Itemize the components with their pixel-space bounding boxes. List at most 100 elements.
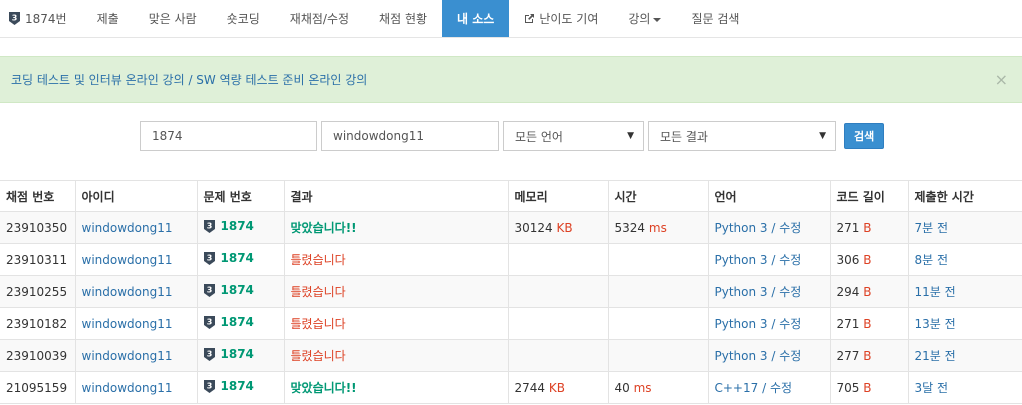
- problem-cell: 3 1874: [197, 211, 285, 244]
- user-link[interactable]: windowdong11: [81, 220, 173, 235]
- table-header-row: 채점 번호 아이디 문제 번호 결과 메모리 시간 언어 코드 길이 제출한 시간: [0, 180, 1022, 212]
- result-text: 맞았습니다!!: [290, 221, 357, 235]
- language-cell: Python 3 / 수정: [708, 211, 831, 244]
- close-icon[interactable]: ×: [994, 70, 1008, 89]
- language-link[interactable]: C++17: [714, 381, 759, 395]
- language-cell: Python 3 / 수정: [708, 307, 831, 340]
- edit-link[interactable]: 수정: [779, 317, 802, 331]
- edit-link[interactable]: 수정: [769, 381, 793, 395]
- memory-value: 30124: [514, 220, 553, 235]
- column-header: 제출한 시간: [908, 180, 1022, 212]
- user-link[interactable]: windowdong11: [81, 284, 173, 299]
- language-link[interactable]: Python 3: [714, 317, 768, 331]
- submitted-time-link[interactable]: 3달 전: [914, 381, 949, 395]
- language-cell: C++17 / 수정: [708, 371, 831, 404]
- submission-id: 21095159: [0, 371, 76, 404]
- problem-link[interactable]: 3 1874: [203, 379, 254, 394]
- nav-item-status[interactable]: 채점 현황: [364, 0, 442, 37]
- column-header: 메모리: [508, 180, 609, 212]
- svg-text:3: 3: [12, 14, 18, 23]
- problem-number: 1874: [220, 219, 254, 234]
- problem-cell: 3 1874: [197, 371, 285, 404]
- code-length-cell: 277 B: [830, 339, 909, 372]
- result-cell: 틀렸습니다: [284, 339, 509, 372]
- column-header: 시간: [608, 180, 709, 212]
- problem-link[interactable]: 3 1874: [203, 315, 254, 330]
- nav-item-short-coding[interactable]: 숏코딩: [212, 0, 275, 37]
- nav-item-label: 1874번: [25, 12, 67, 26]
- problem-link[interactable]: 3 1874: [203, 283, 254, 297]
- code-length-value: 306: [836, 252, 860, 267]
- problem-link[interactable]: 3 1874: [203, 347, 254, 361]
- memory-cell: [508, 243, 609, 276]
- column-header: 코드 길이: [830, 180, 909, 212]
- memory-cell: [508, 339, 609, 372]
- separator: /: [767, 221, 780, 235]
- edit-link[interactable]: 수정: [779, 285, 802, 299]
- result-cell: 맞았습니다!!: [284, 371, 509, 404]
- problem-id-input[interactable]: [140, 121, 317, 151]
- nav-item-difficulty[interactable]: 난이도 기여: [509, 0, 613, 37]
- language-link[interactable]: Python 3: [714, 253, 768, 267]
- nav-item-rejudge[interactable]: 재채점/수정: [275, 0, 364, 37]
- chevron-down-icon: ▼: [819, 131, 826, 141]
- nav-item-label: 채점 현황: [379, 12, 428, 26]
- result-cell: 맞았습니다!!: [284, 211, 509, 244]
- separator: /: [767, 349, 780, 363]
- lecture-alert-link[interactable]: 코딩 테스트 및 인터뷰 온라인 강의 / SW 역량 테스트 준비 온라인 강…: [11, 73, 368, 87]
- problem-nav: 3 1874번 제출 맞은 사람 숏코딩 재채점/수정 채점 현황 내 소스 난…: [0, 0, 1022, 38]
- submitted-time-link[interactable]: 11분 전: [914, 285, 956, 299]
- nav-item-label: 제출: [96, 12, 119, 26]
- nav-item-label: 질문 검색: [691, 12, 740, 26]
- nav-item-lectures[interactable]: 강의: [613, 0, 676, 37]
- code-length-cell: 306 B: [830, 243, 909, 276]
- search-button[interactable]: 검색: [844, 123, 885, 149]
- result-text: 틀렸습니다: [290, 253, 346, 267]
- user-cell: windowdong11: [75, 339, 198, 372]
- code-length-cell: 271 B: [830, 307, 909, 340]
- user-link[interactable]: windowdong11: [81, 348, 173, 363]
- table-row: 21095159 windowdong11 3 1874 맞았습니다!! 2744 KB 4…: [0, 371, 1022, 404]
- user-link[interactable]: windowdong11: [81, 252, 173, 267]
- memory-value: 2744: [514, 380, 546, 395]
- submitted-time-link[interactable]: 8분 전: [914, 253, 949, 267]
- nav-item-label: 난이도 기여: [539, 12, 599, 26]
- edit-link[interactable]: 수정: [779, 349, 802, 363]
- problem-link[interactable]: 3 1874: [203, 251, 254, 265]
- edit-link[interactable]: 수정: [779, 253, 802, 267]
- user-cell: windowdong11: [75, 371, 198, 404]
- caret-down-icon: [653, 17, 662, 22]
- tier-badge-icon: 3: [203, 219, 215, 233]
- problem-link[interactable]: 3 1874: [203, 219, 254, 234]
- language-link[interactable]: Python 3: [714, 349, 768, 363]
- user-link[interactable]: windowdong11: [81, 316, 173, 331]
- problem-number: 1874: [220, 315, 254, 330]
- submitted-time-cell: 3달 전: [908, 371, 1022, 404]
- submitted-time-link[interactable]: 13분 전: [914, 317, 956, 331]
- nav-item-solved-users[interactable]: 맞은 사람: [134, 0, 212, 37]
- table-row: 23910255 windowdong11 3 1874 틀렸습니다 Python 3 …: [0, 275, 1022, 308]
- submission-id: 23910311: [0, 243, 76, 276]
- language-link[interactable]: Python 3: [714, 285, 768, 299]
- language-cell: Python 3 / 수정: [708, 339, 831, 372]
- language-select[interactable]: 모든 언어 ▼: [503, 121, 644, 151]
- language-link[interactable]: Python 3: [714, 221, 768, 235]
- column-header: 결과: [284, 180, 509, 212]
- result-cell: 틀렸습니다: [284, 275, 509, 308]
- user-link[interactable]: windowdong11: [81, 380, 173, 395]
- nav-item-submit[interactable]: 제출: [82, 0, 134, 37]
- problem-cell: 3 1874: [197, 307, 285, 340]
- submitted-time-link[interactable]: 7분 전: [914, 221, 949, 235]
- problem-number: 1874: [220, 379, 254, 394]
- nav-item-problem[interactable]: 3 1874번: [0, 0, 82, 37]
- submission-id: 23910350: [0, 211, 76, 244]
- memory-unit: KB: [548, 380, 565, 395]
- submitted-time-link[interactable]: 21분 전: [914, 349, 956, 363]
- nav-item-question-search[interactable]: 질문 검색: [676, 0, 754, 37]
- edit-link[interactable]: 수정: [779, 221, 802, 235]
- result-select[interactable]: 모든 결과 ▼: [648, 121, 836, 151]
- nav-item-my-source[interactable]: 내 소스: [442, 0, 510, 37]
- memory-cell: 2744 KB: [508, 371, 609, 404]
- user-id-input[interactable]: [321, 121, 499, 151]
- nav-item-label: 맞은 사람: [148, 12, 197, 26]
